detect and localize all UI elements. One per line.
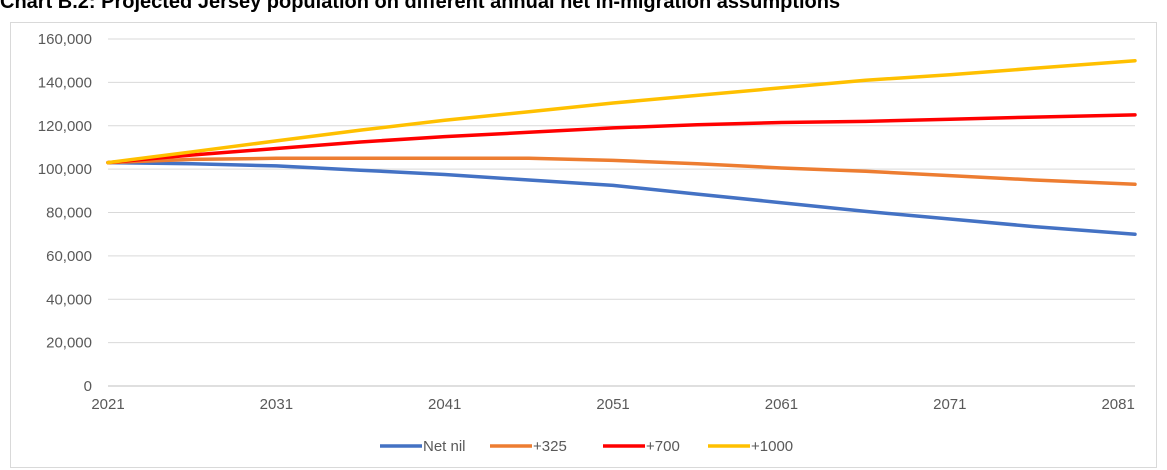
x-tick-label: 2071 (933, 396, 966, 413)
y-tick-label: 140,000 (38, 74, 92, 91)
y-tick-label: 60,000 (46, 248, 92, 265)
x-axis-tick-labels: 2021 2031 2041 2051 2061 2071 2081 (91, 396, 1135, 413)
chart-title: Chart B.2: Projected Jersey population o… (0, 0, 841, 13)
legend-label-700: +700 (646, 438, 680, 455)
y-tick-label: 160,000 (38, 31, 92, 48)
y-tick-label: 80,000 (46, 205, 92, 222)
chart-frame (10, 22, 1157, 468)
x-tick-label: 2081 (1101, 396, 1134, 413)
y-tick-label: 0 (84, 378, 92, 395)
legend-label-1000: +1000 (751, 438, 793, 455)
series-line-1000 (106, 58, 1137, 165)
y-tick-label: 100,000 (38, 161, 92, 178)
y-tick-label: 20,000 (46, 335, 92, 352)
y-tick-label: 120,000 (38, 118, 92, 135)
x-tick-label: 2031 (260, 396, 293, 413)
series-lines (106, 58, 1137, 236)
gridlines (108, 38, 1135, 387)
series-line-325 (106, 156, 1137, 187)
x-tick-label: 2061 (765, 396, 798, 413)
x-tick-label: 2021 (91, 396, 124, 413)
legend-label-325: +325 (533, 438, 567, 455)
series-line-net-nil (106, 160, 1137, 236)
y-axis-tick-labels: 0 20,000 40,000 60,000 80,000 100,000 120,000 1… (38, 31, 92, 395)
x-tick-label: 2041 (428, 396, 461, 413)
legend: Net nil +325 +700 +1000 (380, 438, 793, 455)
x-tick-label: 2051 (596, 396, 629, 413)
series-line-700 (106, 113, 1137, 165)
legend-label-net-nil: Net nil (423, 438, 466, 455)
y-tick-label: 40,000 (46, 291, 92, 308)
